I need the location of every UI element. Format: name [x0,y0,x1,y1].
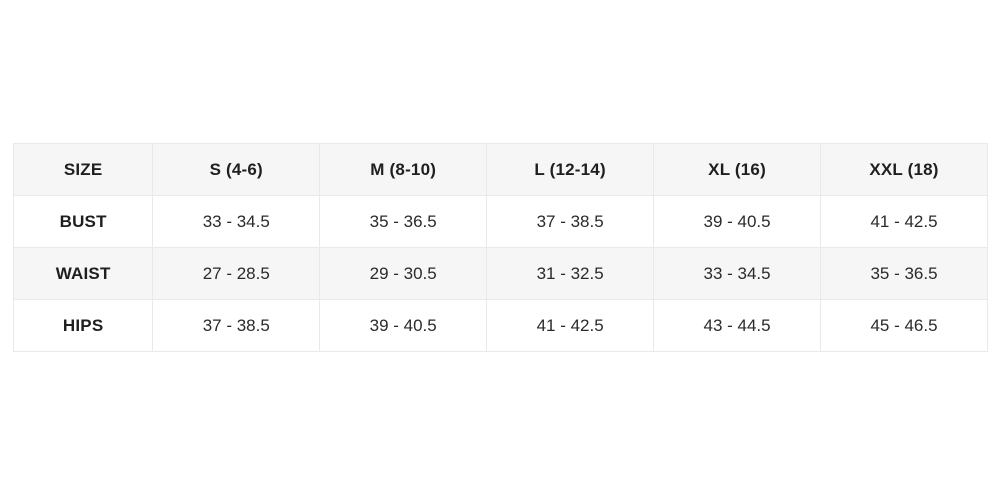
table-row-waist: WAIST 27 - 28.5 29 - 30.5 31 - 32.5 33 -… [12,247,988,300]
table-cell: 39 - 40.5 [653,195,822,248]
table-cell: 31 - 32.5 [486,247,655,300]
table-cell: 33 - 34.5 [152,195,321,248]
column-header-size: SIZE [12,143,154,196]
column-header-l: L (12-14) [486,143,655,196]
table-cell: 37 - 38.5 [152,299,321,352]
size-chart-container: SIZE S (4-6) M (8-10) L (12-14) XL (16) … [12,143,988,352]
table-row-bust: BUST 33 - 34.5 35 - 36.5 37 - 38.5 39 - … [12,195,988,248]
header-row: SIZE S (4-6) M (8-10) L (12-14) XL (16) … [12,143,988,196]
table-cell: 33 - 34.5 [653,247,822,300]
size-chart-table: SIZE S (4-6) M (8-10) L (12-14) XL (16) … [12,143,988,352]
size-chart-body: BUST 33 - 34.5 35 - 36.5 37 - 38.5 39 - … [12,195,988,352]
table-cell: 35 - 36.5 [319,195,488,248]
size-chart-header: SIZE S (4-6) M (8-10) L (12-14) XL (16) … [12,143,988,196]
column-header-xxl: XXL (18) [820,143,988,196]
table-cell: 41 - 42.5 [486,299,655,352]
table-cell: 27 - 28.5 [152,247,321,300]
row-label-bust: BUST [12,195,154,248]
table-cell: 41 - 42.5 [820,195,988,248]
table-cell: 37 - 38.5 [486,195,655,248]
column-header-s: S (4-6) [152,143,321,196]
row-label-waist: WAIST [12,247,154,300]
column-header-xl: XL (16) [653,143,822,196]
row-label-hips: HIPS [12,299,154,352]
table-cell: 43 - 44.5 [653,299,822,352]
table-cell: 39 - 40.5 [319,299,488,352]
table-cell: 29 - 30.5 [319,247,488,300]
table-row-hips: HIPS 37 - 38.5 39 - 40.5 41 - 42.5 43 - … [12,299,988,352]
column-header-m: M (8-10) [319,143,488,196]
table-cell: 45 - 46.5 [820,299,988,352]
table-cell: 35 - 36.5 [820,247,988,300]
